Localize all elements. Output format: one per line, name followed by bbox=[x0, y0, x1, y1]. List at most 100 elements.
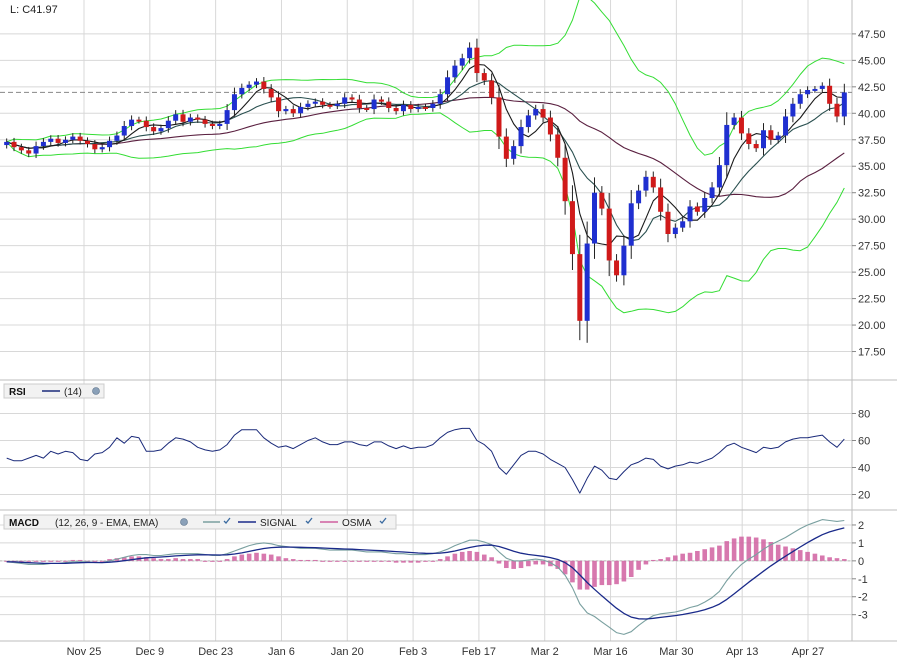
osma-check-icon[interactable] bbox=[379, 517, 387, 524]
candlestick[interactable] bbox=[834, 97, 840, 123]
price-plot[interactable] bbox=[0, 0, 852, 343]
candlestick[interactable] bbox=[746, 128, 752, 150]
candlestick[interactable] bbox=[503, 128, 509, 168]
candlestick[interactable] bbox=[334, 100, 340, 110]
candlestick[interactable] bbox=[761, 123, 766, 156]
candlestick[interactable] bbox=[77, 132, 83, 145]
candlestick[interactable] bbox=[268, 84, 274, 103]
candlestick[interactable] bbox=[320, 98, 326, 109]
candlestick[interactable] bbox=[48, 135, 54, 146]
candlestick[interactable] bbox=[680, 217, 686, 232]
candlestick[interactable] bbox=[239, 83, 245, 99]
candlestick[interactable] bbox=[254, 78, 259, 89]
candlestick[interactable] bbox=[797, 89, 803, 109]
candlestick[interactable] bbox=[231, 87, 237, 117]
candlestick[interactable] bbox=[577, 234, 583, 341]
candlestick[interactable] bbox=[709, 182, 715, 204]
candlestick[interactable] bbox=[716, 156, 722, 196]
candlestick[interactable] bbox=[467, 42, 473, 64]
candlestick[interactable] bbox=[841, 83, 847, 126]
candlestick[interactable] bbox=[246, 81, 252, 92]
candlestick[interactable] bbox=[129, 115, 135, 131]
candlestick[interactable] bbox=[650, 171, 656, 193]
candlestick[interactable] bbox=[26, 146, 32, 157]
candlestick[interactable] bbox=[364, 105, 370, 112]
candlestick[interactable] bbox=[812, 86, 818, 93]
candlestick[interactable] bbox=[827, 78, 833, 111]
candlestick[interactable] bbox=[99, 144, 105, 153]
candlestick[interactable] bbox=[540, 104, 546, 123]
candlestick[interactable] bbox=[349, 94, 355, 103]
candlestick[interactable] bbox=[107, 136, 113, 152]
candlestick[interactable] bbox=[511, 140, 517, 165]
candlestick[interactable] bbox=[283, 105, 289, 115]
candlestick[interactable] bbox=[180, 109, 186, 127]
candlestick[interactable] bbox=[636, 184, 642, 210]
candlestick[interactable] bbox=[738, 110, 744, 141]
candlestick[interactable] bbox=[143, 116, 149, 132]
candlestick[interactable] bbox=[327, 101, 333, 109]
macd-settings-gear-icon[interactable] bbox=[180, 518, 188, 526]
candlestick[interactable] bbox=[489, 73, 495, 105]
candlestick[interactable] bbox=[423, 104, 428, 111]
candlestick[interactable] bbox=[40, 138, 46, 150]
candlestick[interactable] bbox=[702, 191, 708, 218]
candlestick[interactable] bbox=[452, 60, 458, 83]
candlestick[interactable] bbox=[85, 137, 90, 148]
candlestick[interactable] bbox=[415, 103, 421, 113]
candlestick[interactable] bbox=[70, 133, 76, 144]
candlestick[interactable] bbox=[400, 100, 406, 116]
signal-check-icon[interactable] bbox=[305, 517, 313, 524]
candlestick[interactable] bbox=[694, 202, 700, 216]
candlestick[interactable] bbox=[819, 82, 825, 93]
candlestick[interactable] bbox=[165, 116, 171, 133]
candlestick[interactable] bbox=[276, 91, 282, 118]
candlestick[interactable] bbox=[121, 120, 127, 141]
candlestick[interactable] bbox=[731, 113, 737, 130]
candlestick[interactable] bbox=[371, 94, 377, 115]
candlestick[interactable] bbox=[584, 221, 590, 343]
candlestick[interactable] bbox=[298, 102, 304, 118]
candlestick[interactable] bbox=[4, 138, 10, 149]
candlestick[interactable] bbox=[665, 203, 671, 243]
candlestick[interactable] bbox=[547, 110, 553, 142]
candlestick[interactable] bbox=[562, 144, 568, 215]
candlestick[interactable] bbox=[393, 104, 399, 115]
candlestick[interactable] bbox=[62, 136, 68, 147]
candlestick[interactable] bbox=[768, 125, 774, 145]
candlestick[interactable] bbox=[459, 53, 465, 71]
candlestick[interactable] bbox=[92, 140, 98, 154]
candlestick[interactable] bbox=[672, 223, 678, 239]
candlestick[interactable] bbox=[525, 109, 531, 133]
candlestick[interactable] bbox=[209, 120, 215, 130]
candlestick[interactable] bbox=[555, 126, 561, 167]
candlestick[interactable] bbox=[187, 113, 193, 126]
candlestick[interactable] bbox=[474, 38, 480, 83]
candlestick[interactable] bbox=[55, 135, 61, 147]
candlestick[interactable] bbox=[496, 84, 502, 150]
candlestick[interactable] bbox=[11, 137, 17, 152]
candlestick[interactable] bbox=[136, 116, 142, 124]
candlestick[interactable] bbox=[790, 97, 796, 123]
candlestick[interactable] bbox=[614, 254, 620, 282]
candlestick[interactable] bbox=[599, 186, 605, 216]
candlestick[interactable] bbox=[621, 235, 627, 286]
candlestick[interactable] bbox=[342, 93, 348, 108]
candlestick[interactable] bbox=[724, 112, 730, 178]
candlestick[interactable] bbox=[261, 77, 267, 94]
candlestick[interactable] bbox=[606, 192, 612, 277]
macd-check-icon[interactable] bbox=[223, 517, 231, 524]
candlestick[interactable] bbox=[290, 105, 296, 117]
candlestick[interactable] bbox=[783, 109, 789, 143]
candlestick[interactable] bbox=[805, 86, 811, 98]
candlestick[interactable] bbox=[775, 131, 781, 144]
macd-plot[interactable] bbox=[4, 519, 847, 635]
candlestick[interactable] bbox=[356, 94, 362, 113]
candlestick[interactable] bbox=[569, 185, 575, 270]
candlestick[interactable] bbox=[173, 110, 179, 125]
candlestick[interactable] bbox=[592, 177, 597, 259]
candlestick[interactable] bbox=[217, 120, 223, 130]
candlestick[interactable] bbox=[687, 200, 693, 228]
candlestick[interactable] bbox=[658, 178, 664, 221]
candlestick[interactable] bbox=[481, 68, 487, 85]
